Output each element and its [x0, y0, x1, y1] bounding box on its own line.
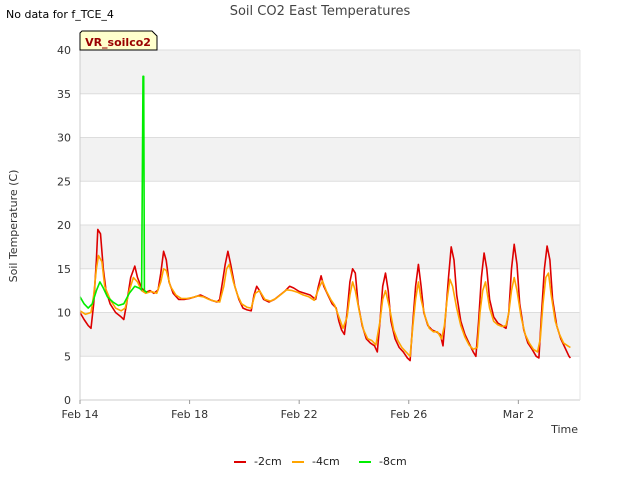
site-label-shape [79, 30, 158, 51]
no-data-notice: No data for f_TCE_4 [6, 8, 114, 21]
series-line-4cm [79, 254, 571, 358]
axes: 0 5 10 15 20 25 30 35 40 Feb 14 Feb 18 Feb 22 Feb 26… [57, 44, 581, 421]
x-tick-label: Feb 18 [171, 408, 208, 421]
y-axis-title: Soil Temperature (C) [7, 170, 20, 283]
x-tick-label: Mar 2 [503, 408, 534, 421]
y-tick-label: 0 [64, 394, 71, 407]
legend-label: -8cm [379, 455, 407, 468]
x-tick-label: Feb 26 [390, 408, 427, 421]
site-label-text: VR_soilco2 [85, 36, 151, 49]
x-tick-label: Feb 14 [62, 408, 99, 421]
series-line-8cm [79, 75, 148, 309]
legend-label: -2cm [254, 455, 282, 468]
y-tick-label: 20 [57, 219, 71, 232]
background-band [80, 50, 580, 94]
chart-title: Soil CO2 East Temperatures [230, 4, 411, 19]
legend: -2cm -4cm -8cm [234, 455, 407, 468]
y-tick-label: 5 [64, 350, 71, 363]
series-layer [79, 75, 572, 362]
site-label-box: VR_soilco2 [79, 30, 158, 51]
y-tick-label: 35 [57, 88, 71, 101]
background-band [80, 137, 580, 182]
y-tick-label: 15 [57, 263, 71, 276]
x-tick-label: Feb 22 [281, 408, 318, 421]
background-band [80, 225, 580, 269]
y-tick-label: 30 [57, 132, 71, 145]
y-tick-label: 10 [57, 307, 71, 320]
y-tick-label: 25 [57, 175, 71, 188]
legend-label: -4cm [312, 455, 340, 468]
series-line-2cm [79, 228, 572, 362]
x-axis-title: Time [550, 423, 578, 436]
y-tick-label: 40 [57, 44, 71, 57]
background-band [80, 312, 580, 357]
